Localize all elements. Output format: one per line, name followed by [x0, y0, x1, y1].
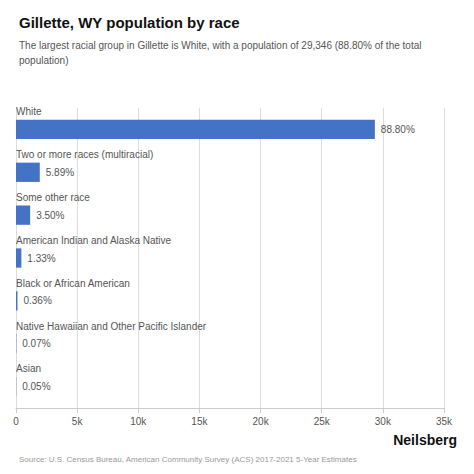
svg-text:5k: 5k [72, 416, 84, 427]
svg-text:0.05%: 0.05% [22, 381, 50, 392]
svg-text:population): population) [19, 55, 68, 66]
svg-text:Native Hawaiian and Other Paci: Native Hawaiian and Other Pacific Island… [16, 321, 207, 332]
svg-text:25k: 25k [314, 416, 331, 427]
svg-text:10k: 10k [130, 416, 147, 427]
svg-text:30k: 30k [375, 416, 392, 427]
svg-text:Source: U.S. Census Bureau, Am: Source: U.S. Census Bureau, American Com… [19, 455, 357, 464]
svg-text:American Indian and Alaska Nat: American Indian and Alaska Native [16, 235, 172, 246]
svg-text:15k: 15k [191, 416, 208, 427]
svg-text:The largest racial group in Gi: The largest racial group in Gillette is … [19, 40, 421, 51]
svg-text:Black or African American: Black or African American [16, 278, 130, 289]
svg-text:Two or more races (multiracial: Two or more races (multiracial) [16, 149, 153, 160]
svg-text:20k: 20k [253, 416, 270, 427]
svg-text:Some other race: Some other race [16, 192, 90, 203]
svg-text:0.07%: 0.07% [22, 338, 50, 349]
svg-text:1.33%: 1.33% [27, 253, 55, 264]
svg-text:Neilsberg: Neilsberg [393, 432, 457, 448]
svg-text:Asian: Asian [16, 363, 41, 374]
svg-text:88.80%: 88.80% [381, 124, 415, 135]
svg-text:0: 0 [13, 416, 19, 427]
svg-text:0.36%: 0.36% [23, 295, 51, 306]
svg-text:3.50%: 3.50% [36, 210, 64, 221]
svg-text:35k: 35k [436, 416, 453, 427]
svg-text:Gillette, WY population by rac: Gillette, WY population by race [19, 14, 240, 31]
svg-text:5.89%: 5.89% [46, 167, 74, 178]
svg-text:White: White [16, 106, 42, 117]
